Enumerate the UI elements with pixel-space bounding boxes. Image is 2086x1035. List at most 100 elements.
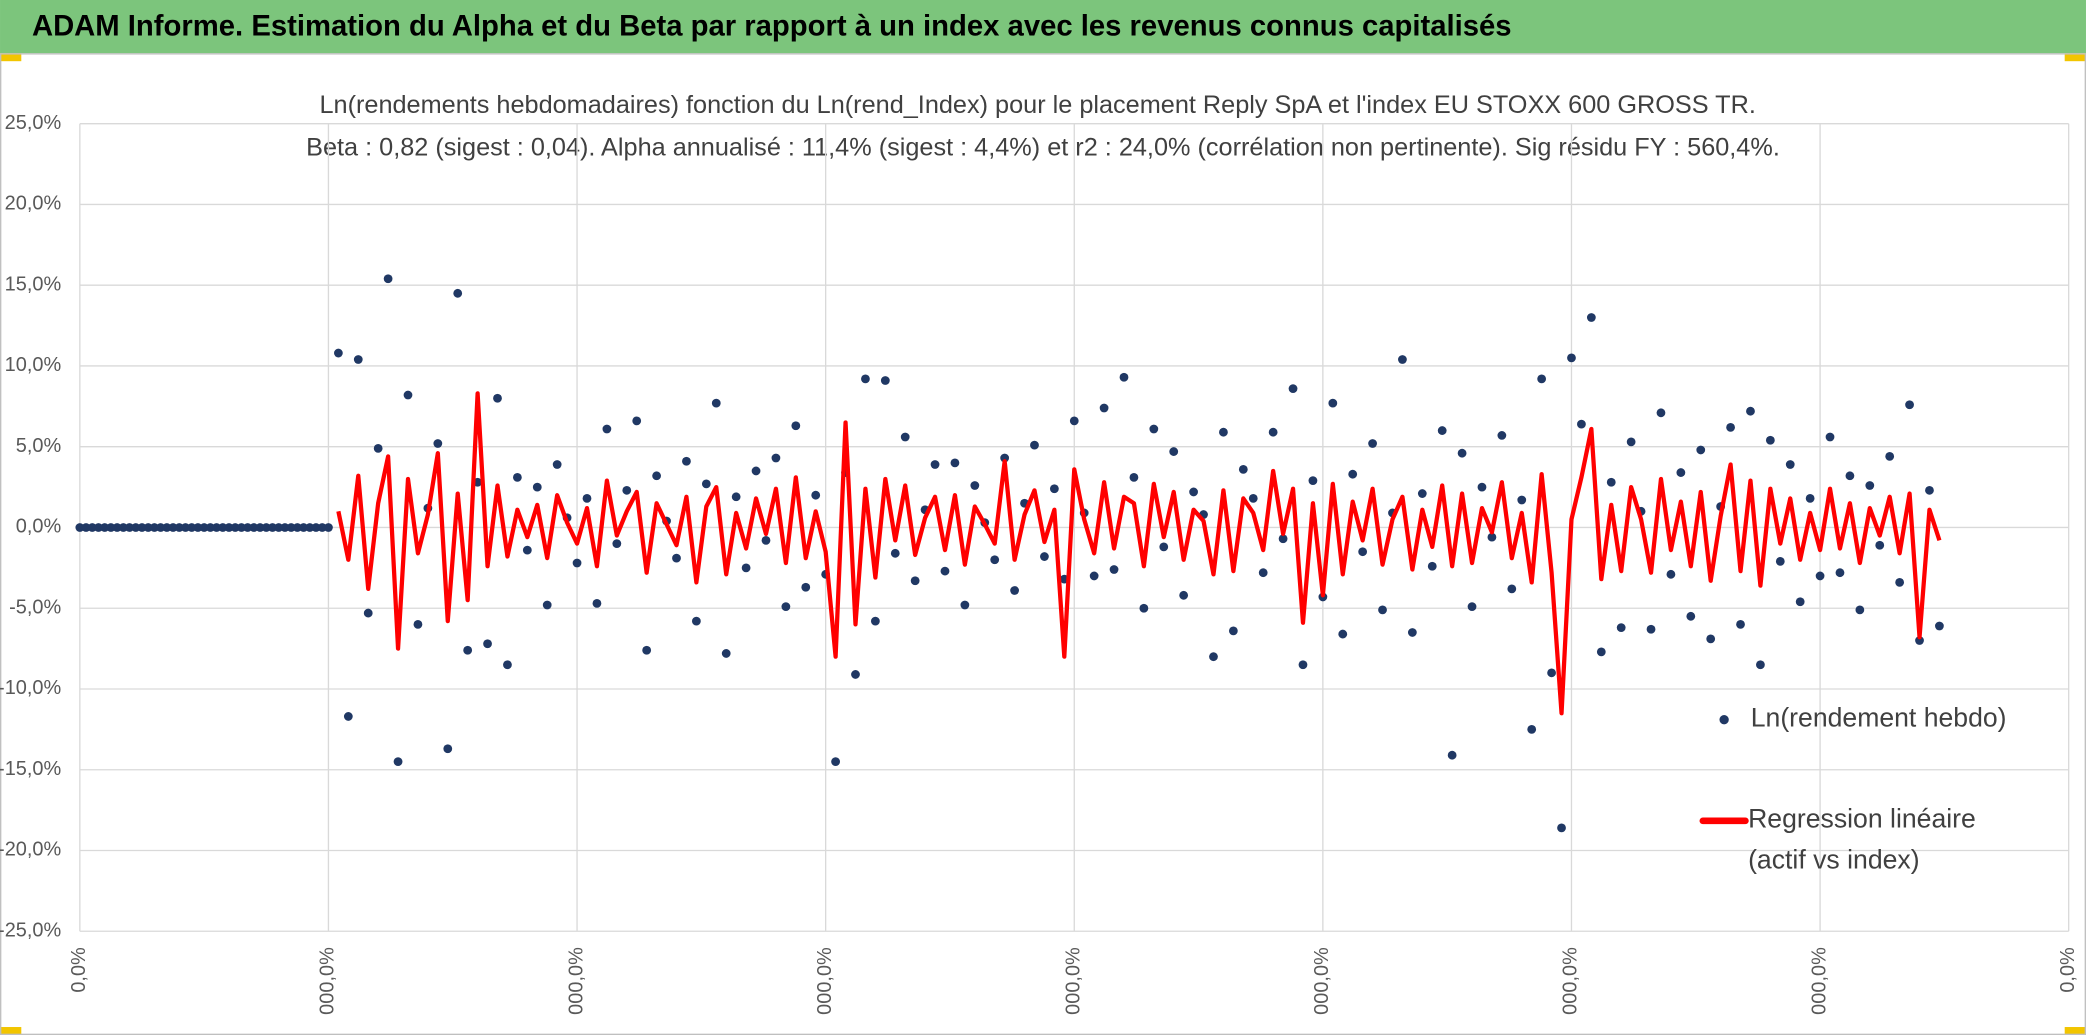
data-point (453, 288, 463, 298)
data-point (1338, 629, 1348, 639)
data-point (1457, 448, 1467, 458)
data-point (106, 523, 116, 532)
data-point (112, 523, 122, 532)
data-point (168, 523, 178, 532)
data-point (1308, 476, 1318, 486)
data-point (100, 523, 110, 532)
data-point (512, 473, 522, 482)
data-point (1000, 453, 1010, 463)
data-point (801, 582, 811, 592)
data-point (1278, 534, 1288, 544)
chart-frame (0, 53, 2086, 1035)
data-point (483, 639, 492, 649)
data-point (751, 466, 761, 476)
data-point (1706, 634, 1716, 644)
data-point (1089, 571, 1099, 581)
data-point (156, 523, 166, 532)
data-point (1626, 437, 1636, 447)
data-point (299, 523, 308, 532)
corner-mark (2064, 1027, 2086, 1035)
data-point (249, 523, 259, 532)
data-point (781, 602, 791, 612)
data-point (363, 608, 373, 618)
data-point (1467, 602, 1477, 612)
data-point (1069, 416, 1079, 426)
data-point (1189, 487, 1198, 497)
data-point (187, 523, 197, 532)
data-point (1805, 494, 1815, 503)
data-point (433, 439, 443, 448)
data-point (1040, 552, 1049, 561)
data-point (305, 523, 315, 532)
data-point (602, 424, 612, 434)
y-tick-label: 0,0% (16, 516, 62, 538)
data-point (212, 523, 221, 532)
data-point (333, 348, 343, 358)
corner-mark (0, 53, 22, 62)
x-tick-label: 000,0% (1808, 947, 1830, 1015)
data-point (1049, 484, 1059, 494)
data-point (1756, 660, 1765, 670)
x-tick-label: 000,0% (1560, 947, 1582, 1015)
data-point (701, 479, 711, 489)
x-tick-label: 000,0% (814, 947, 836, 1015)
data-point (1437, 426, 1447, 435)
data-point (1368, 439, 1377, 448)
data-point (592, 598, 602, 608)
x-tick-label: 0,0% (2057, 947, 2079, 993)
data-point (582, 494, 592, 503)
data-point (1537, 374, 1547, 384)
data-point (632, 416, 642, 426)
plot-area (75, 274, 1944, 833)
data-point (1149, 424, 1159, 434)
data-point (1507, 584, 1517, 594)
data-point (1258, 568, 1268, 578)
data-point (990, 555, 1000, 565)
legend-label-box: Regression linéaire (actif vs index) (1748, 805, 1976, 876)
data-point (522, 545, 532, 555)
data-point (622, 485, 632, 495)
data-point (230, 523, 240, 532)
data-point (1557, 823, 1566, 833)
data-point (1447, 750, 1457, 760)
x-tick-label: 000,0% (317, 947, 339, 1015)
data-point (1487, 532, 1497, 542)
data-point (373, 443, 383, 453)
data-point (1616, 623, 1626, 632)
legend-swatch (1719, 715, 1729, 725)
x-tick-label: 000,0% (1063, 947, 1085, 1015)
data-point (930, 460, 940, 469)
chart-subtitle: Beta : 0,82 (sigest : 0,04). Alpha annua… (306, 134, 1780, 162)
data-point (1577, 419, 1586, 429)
data-point (343, 712, 353, 721)
data-point (890, 548, 900, 558)
data-point (950, 458, 960, 468)
data-point (237, 523, 246, 532)
data-point (1407, 628, 1417, 637)
data-point (1248, 494, 1258, 503)
page-title: ADAM Informe. Estimation du Alpha et du … (32, 11, 1512, 43)
data-point (403, 390, 413, 400)
data-point (1935, 621, 1944, 631)
corner-mark (2064, 53, 2086, 62)
data-point (1596, 647, 1606, 657)
data-point (255, 523, 265, 532)
data-point (1378, 605, 1387, 615)
data-point (268, 523, 277, 532)
data-point (286, 523, 296, 532)
y-tick-label: -20,0% (0, 839, 61, 861)
data-point (243, 523, 253, 532)
data-point (771, 453, 781, 463)
data-point (721, 649, 731, 658)
y-tick-label: 15,0% (5, 273, 62, 295)
data-point (1885, 452, 1895, 461)
data-point (193, 523, 203, 532)
data-point (1845, 471, 1855, 481)
y-tick-label: -5,0% (9, 596, 61, 618)
data-point (199, 523, 209, 532)
data-point (150, 523, 159, 532)
data-point (463, 645, 473, 655)
data-point (1010, 586, 1019, 595)
